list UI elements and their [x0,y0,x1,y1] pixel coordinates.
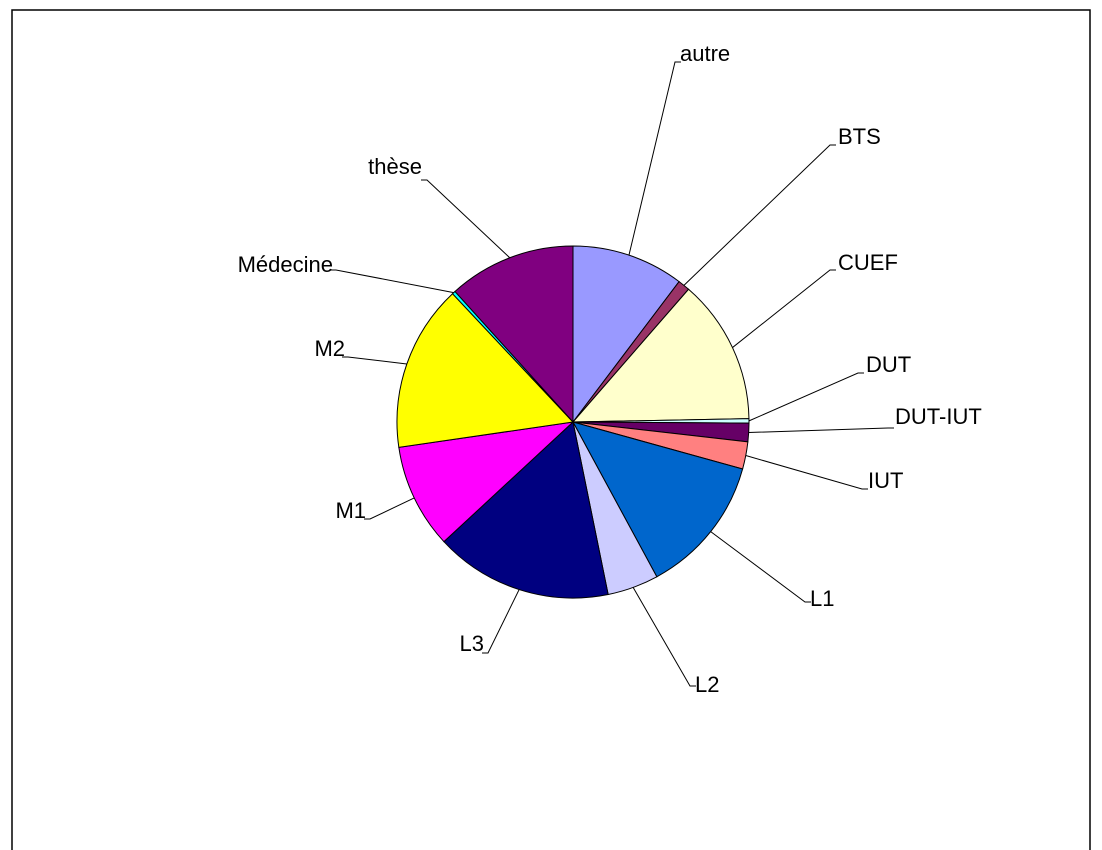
leader-line [364,497,415,520]
slice-label: autre [680,41,730,66]
leader-line [745,455,868,490]
leader-line [632,587,696,687]
leader-line [628,61,681,256]
slice-label: DUT [866,352,911,377]
leader-line [683,144,836,286]
leader-line [482,589,520,654]
leader-line [342,356,407,365]
slice-label: Médecine [238,252,333,277]
slice-label: M1 [335,498,366,523]
leader-line [421,179,511,259]
leader-line [330,269,454,294]
slice-label: M2 [314,336,345,361]
pie-slice [396,292,575,448]
slice-label: L2 [695,672,719,697]
pie-slice [398,421,575,543]
pie-slice [572,245,680,424]
leader-line [748,427,894,433]
pie-slice [572,421,744,578]
slice-label: IUT [868,468,903,493]
leader-line [732,269,836,348]
slice-label: L1 [810,586,834,611]
slice-label: L3 [460,631,484,656]
pie-slice [443,421,609,599]
leader-line [748,372,864,422]
slice-label: DUT-IUT [895,404,982,429]
slice-label: BTS [838,124,881,149]
pie-slice [571,288,750,423]
slice-label: thèse [368,154,422,179]
leader-line [710,531,811,603]
slice-label: CUEF [838,250,898,275]
